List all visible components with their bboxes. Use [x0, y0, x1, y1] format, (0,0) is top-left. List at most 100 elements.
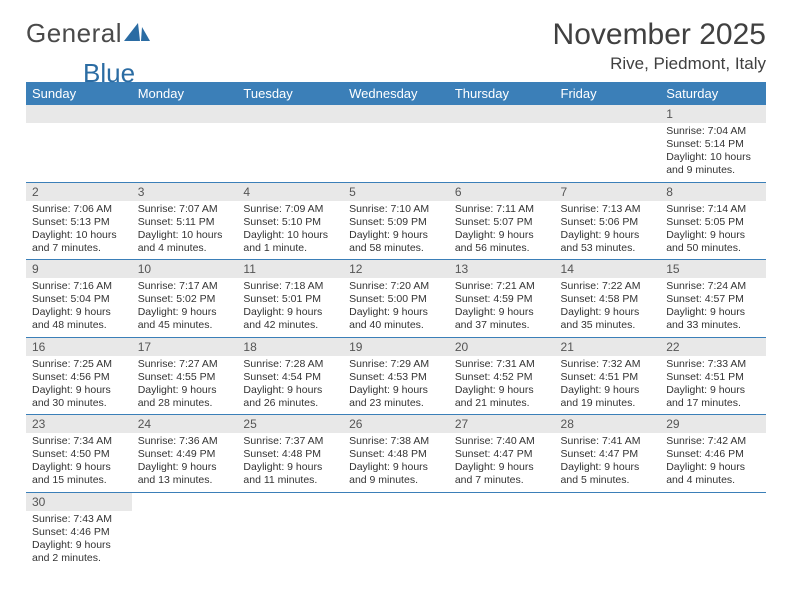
- day-number: 8: [660, 183, 766, 201]
- day-details: Sunrise: 7:33 AMSunset: 4:51 PMDaylight:…: [660, 356, 766, 415]
- calendar-table: Sunday Monday Tuesday Wednesday Thursday…: [26, 82, 766, 569]
- day-number: 29: [660, 415, 766, 433]
- day-details: Sunrise: 7:13 AMSunset: 5:06 PMDaylight:…: [555, 201, 661, 260]
- day-details: Sunrise: 7:29 AMSunset: 4:53 PMDaylight:…: [343, 356, 449, 415]
- calendar-cell: 8Sunrise: 7:14 AMSunset: 5:05 PMDaylight…: [660, 182, 766, 260]
- day-number: 6: [449, 183, 555, 201]
- day-details: Sunrise: 7:34 AMSunset: 4:50 PMDaylight:…: [26, 433, 132, 492]
- day-number: 23: [26, 415, 132, 433]
- weekday-saturday: Saturday: [660, 82, 766, 105]
- day-details: Sunrise: 7:07 AMSunset: 5:11 PMDaylight:…: [132, 201, 238, 260]
- calendar-cell: [449, 492, 555, 569]
- calendar-cell: [237, 492, 343, 569]
- day-details: Sunrise: 7:10 AMSunset: 5:09 PMDaylight:…: [343, 201, 449, 260]
- day-details: Sunrise: 7:28 AMSunset: 4:54 PMDaylight:…: [237, 356, 343, 415]
- calendar-cell: [555, 492, 661, 569]
- day-number: 24: [132, 415, 238, 433]
- day-number: 4: [237, 183, 343, 201]
- calendar-cell: 30Sunrise: 7:43 AMSunset: 4:46 PMDayligh…: [26, 492, 132, 569]
- calendar-cell: 5Sunrise: 7:10 AMSunset: 5:09 PMDaylight…: [343, 182, 449, 260]
- day-details: Sunrise: 7:40 AMSunset: 4:47 PMDaylight:…: [449, 433, 555, 492]
- weekday-header-row: Sunday Monday Tuesday Wednesday Thursday…: [26, 82, 766, 105]
- day-number: 3: [132, 183, 238, 201]
- calendar-cell: 24Sunrise: 7:36 AMSunset: 4:49 PMDayligh…: [132, 415, 238, 493]
- calendar-cell: 18Sunrise: 7:28 AMSunset: 4:54 PMDayligh…: [237, 337, 343, 415]
- day-details: Sunrise: 7:22 AMSunset: 4:58 PMDaylight:…: [555, 278, 661, 337]
- day-number: 13: [449, 260, 555, 278]
- calendar-cell: 21Sunrise: 7:32 AMSunset: 4:51 PMDayligh…: [555, 337, 661, 415]
- daynum-empty: [237, 105, 343, 123]
- calendar-cell: [660, 492, 766, 569]
- calendar-cell: 22Sunrise: 7:33 AMSunset: 4:51 PMDayligh…: [660, 337, 766, 415]
- day-number: 16: [26, 338, 132, 356]
- calendar-cell: 1Sunrise: 7:04 AMSunset: 5:14 PMDaylight…: [660, 105, 766, 182]
- day-number: 15: [660, 260, 766, 278]
- day-number: 25: [237, 415, 343, 433]
- calendar-cell: 14Sunrise: 7:22 AMSunset: 4:58 PMDayligh…: [555, 260, 661, 338]
- sail-icon: [124, 21, 150, 41]
- day-number: 22: [660, 338, 766, 356]
- calendar-cell: 12Sunrise: 7:20 AMSunset: 5:00 PMDayligh…: [343, 260, 449, 338]
- day-details: Sunrise: 7:36 AMSunset: 4:49 PMDaylight:…: [132, 433, 238, 492]
- day-number: 19: [343, 338, 449, 356]
- day-number: 30: [26, 493, 132, 511]
- weekday-monday: Monday: [132, 82, 238, 105]
- daynum-empty: [555, 105, 661, 123]
- day-number: 28: [555, 415, 661, 433]
- weekday-thursday: Thursday: [449, 82, 555, 105]
- daynum-empty: [132, 105, 238, 123]
- calendar-cell: 17Sunrise: 7:27 AMSunset: 4:55 PMDayligh…: [132, 337, 238, 415]
- calendar-cell: 10Sunrise: 7:17 AMSunset: 5:02 PMDayligh…: [132, 260, 238, 338]
- day-details: Sunrise: 7:21 AMSunset: 4:59 PMDaylight:…: [449, 278, 555, 337]
- brand-logo: General: [26, 18, 150, 49]
- day-details: Sunrise: 7:11 AMSunset: 5:07 PMDaylight:…: [449, 201, 555, 260]
- calendar-cell: 23Sunrise: 7:34 AMSunset: 4:50 PMDayligh…: [26, 415, 132, 493]
- calendar-cell: [132, 492, 238, 569]
- calendar-body: 1Sunrise: 7:04 AMSunset: 5:14 PMDaylight…: [26, 105, 766, 569]
- calendar-cell: [343, 105, 449, 182]
- calendar-row: 16Sunrise: 7:25 AMSunset: 4:56 PMDayligh…: [26, 337, 766, 415]
- calendar-cell: 27Sunrise: 7:40 AMSunset: 4:47 PMDayligh…: [449, 415, 555, 493]
- day-number: 11: [237, 260, 343, 278]
- header: General November 2025 Rive, Piedmont, It…: [26, 18, 766, 74]
- calendar-cell: 19Sunrise: 7:29 AMSunset: 4:53 PMDayligh…: [343, 337, 449, 415]
- month-title: November 2025: [553, 18, 766, 52]
- day-details: Sunrise: 7:24 AMSunset: 4:57 PMDaylight:…: [660, 278, 766, 337]
- day-number: 18: [237, 338, 343, 356]
- calendar-cell: [26, 105, 132, 182]
- day-details: Sunrise: 7:20 AMSunset: 5:00 PMDaylight:…: [343, 278, 449, 337]
- day-number: 2: [26, 183, 132, 201]
- calendar-cell: [132, 105, 238, 182]
- calendar-cell: 28Sunrise: 7:41 AMSunset: 4:47 PMDayligh…: [555, 415, 661, 493]
- calendar-cell: 16Sunrise: 7:25 AMSunset: 4:56 PMDayligh…: [26, 337, 132, 415]
- day-number: 1: [660, 105, 766, 123]
- weekday-wednesday: Wednesday: [343, 82, 449, 105]
- day-number: 10: [132, 260, 238, 278]
- calendar-cell: 6Sunrise: 7:11 AMSunset: 5:07 PMDaylight…: [449, 182, 555, 260]
- calendar-cell: 11Sunrise: 7:18 AMSunset: 5:01 PMDayligh…: [237, 260, 343, 338]
- calendar-cell: [555, 105, 661, 182]
- day-number: 17: [132, 338, 238, 356]
- location: Rive, Piedmont, Italy: [553, 54, 766, 74]
- day-number: 21: [555, 338, 661, 356]
- weekday-friday: Friday: [555, 82, 661, 105]
- calendar-row: 23Sunrise: 7:34 AMSunset: 4:50 PMDayligh…: [26, 415, 766, 493]
- calendar-cell: [237, 105, 343, 182]
- day-details: Sunrise: 7:17 AMSunset: 5:02 PMDaylight:…: [132, 278, 238, 337]
- calendar-cell: 15Sunrise: 7:24 AMSunset: 4:57 PMDayligh…: [660, 260, 766, 338]
- daynum-empty: [26, 105, 132, 123]
- day-details: Sunrise: 7:42 AMSunset: 4:46 PMDaylight:…: [660, 433, 766, 492]
- weekday-tuesday: Tuesday: [237, 82, 343, 105]
- day-number: 5: [343, 183, 449, 201]
- day-number: 9: [26, 260, 132, 278]
- day-details: Sunrise: 7:18 AMSunset: 5:01 PMDaylight:…: [237, 278, 343, 337]
- brand-part2: Blue: [83, 58, 135, 88]
- daynum-empty: [343, 105, 449, 123]
- day-details: Sunrise: 7:14 AMSunset: 5:05 PMDaylight:…: [660, 201, 766, 260]
- calendar-cell: 3Sunrise: 7:07 AMSunset: 5:11 PMDaylight…: [132, 182, 238, 260]
- day-number: 7: [555, 183, 661, 201]
- day-details: Sunrise: 7:27 AMSunset: 4:55 PMDaylight:…: [132, 356, 238, 415]
- day-details: Sunrise: 7:04 AMSunset: 5:14 PMDaylight:…: [660, 123, 766, 182]
- day-number: 14: [555, 260, 661, 278]
- brand-part1: General: [26, 18, 122, 49]
